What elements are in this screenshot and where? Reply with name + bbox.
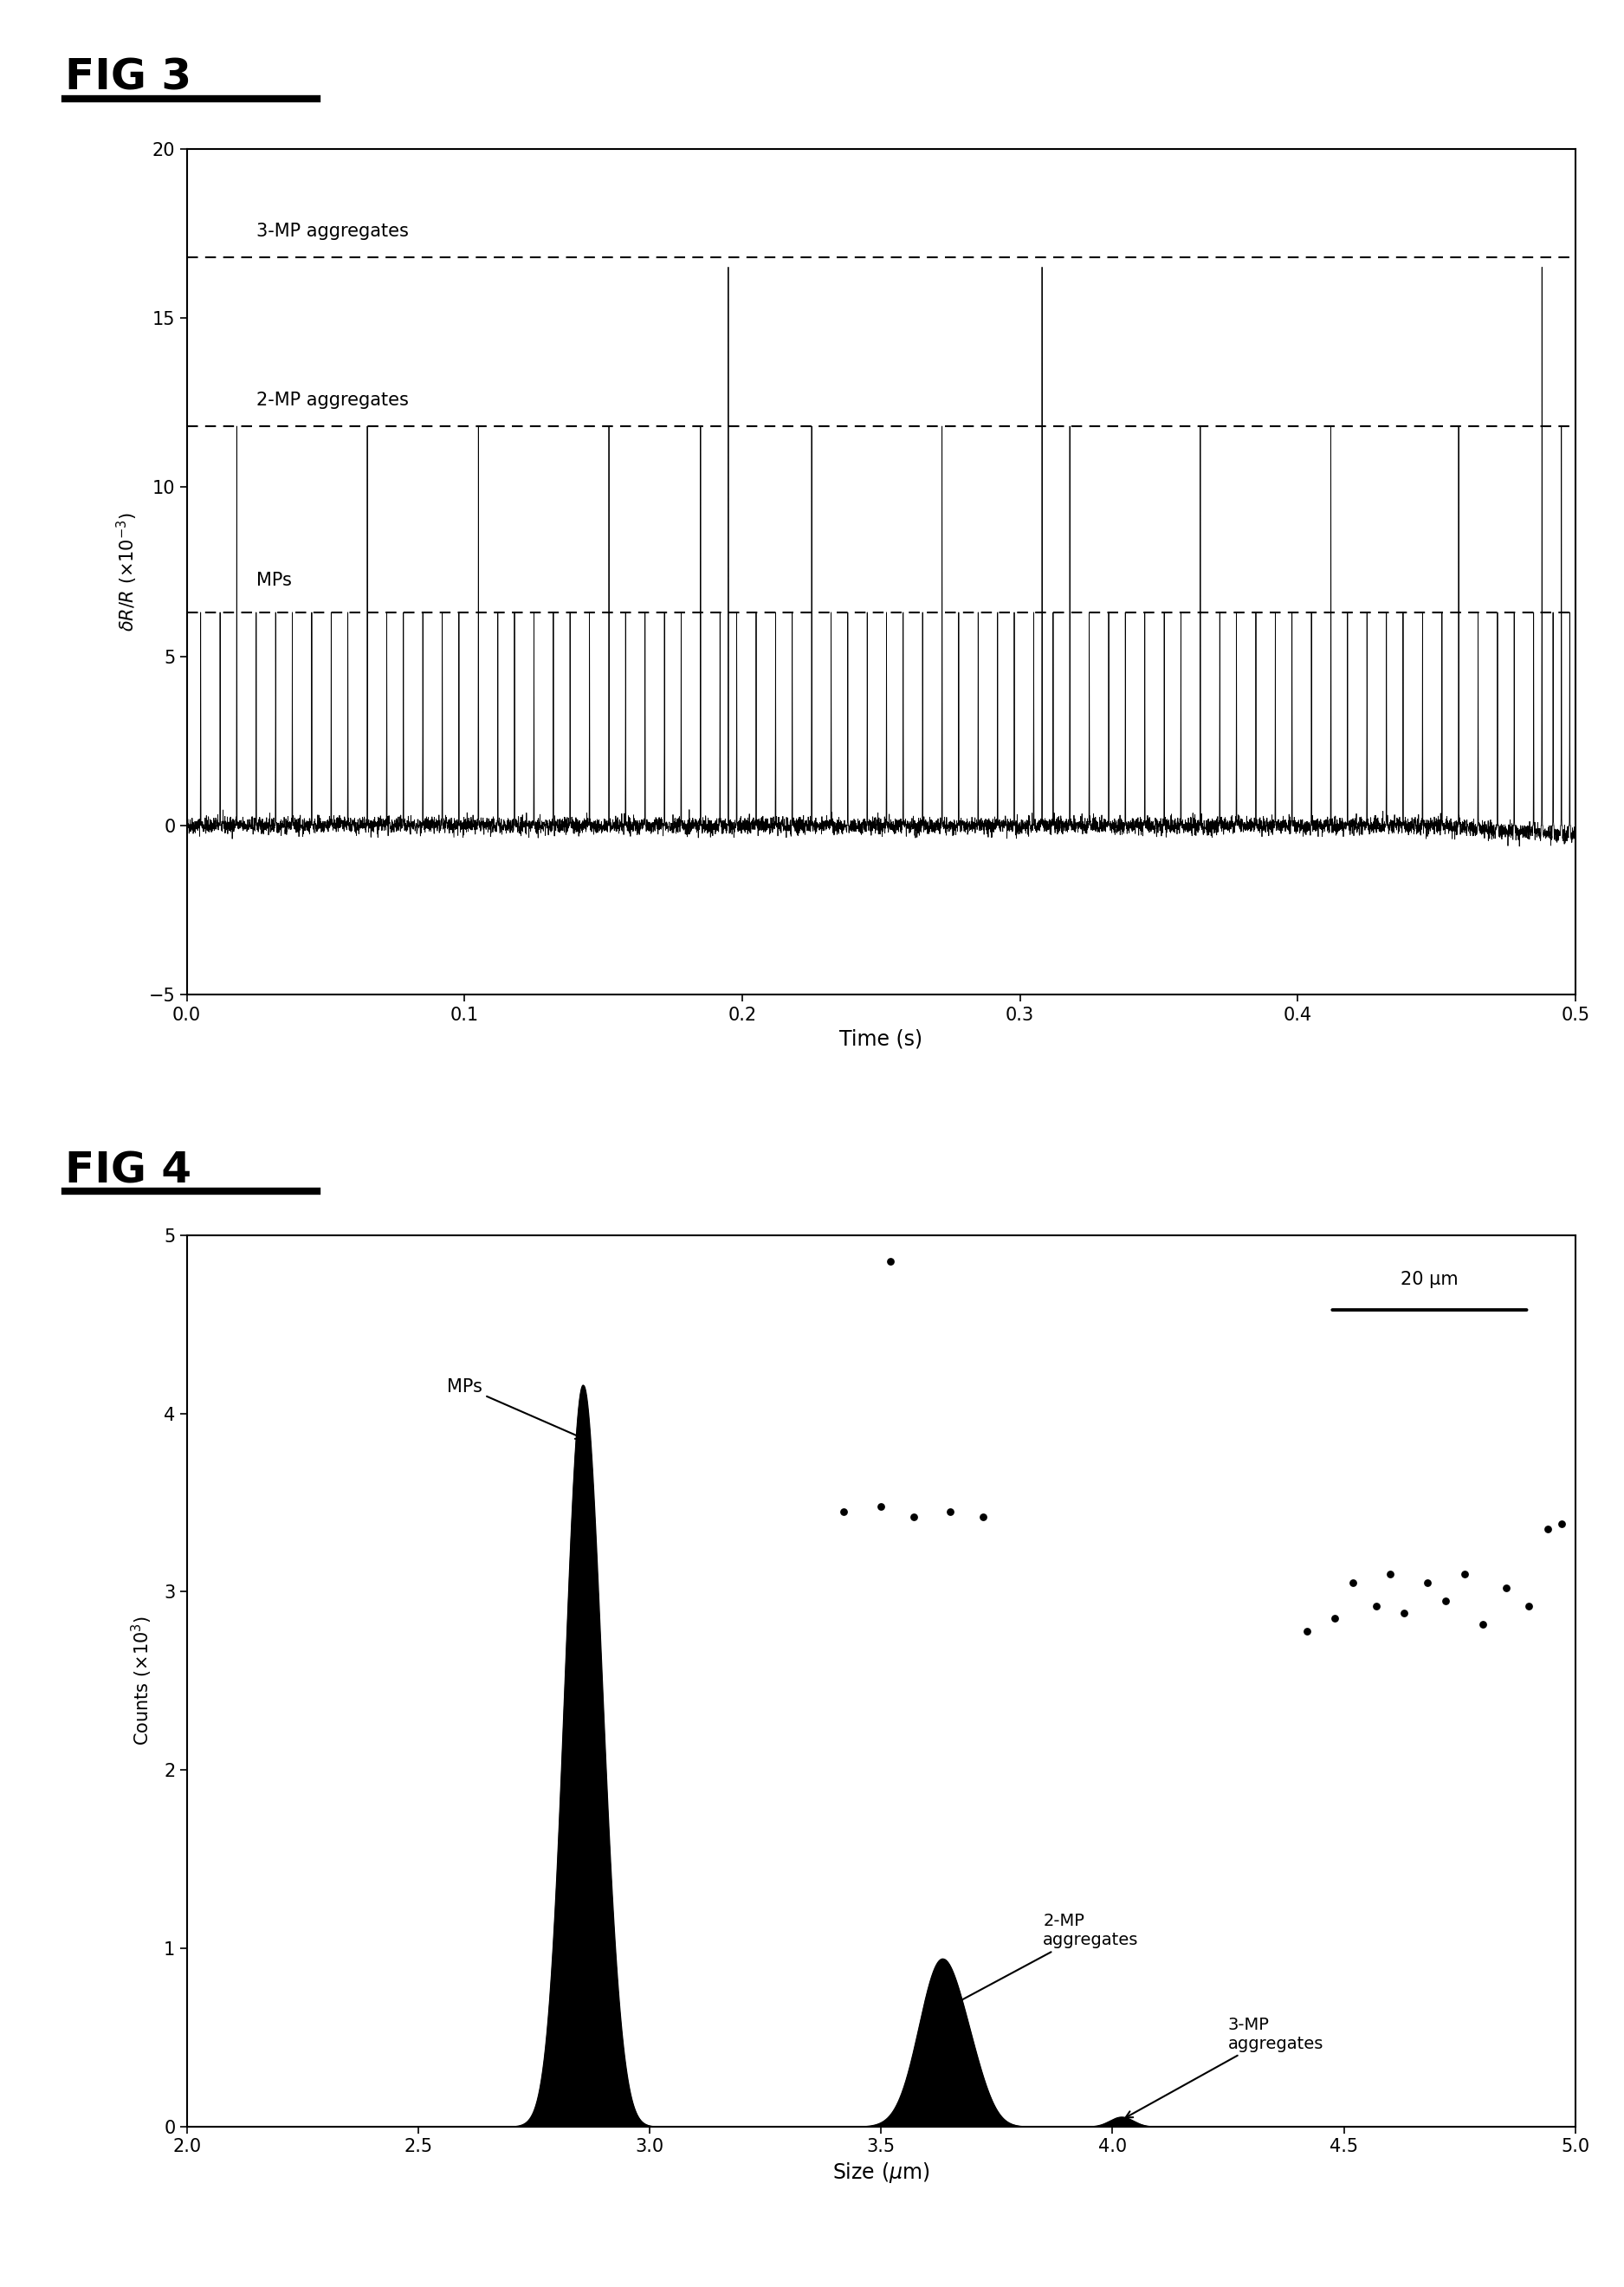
Point: [900, 1498, 926, 1535]
Point: [1322, 1601, 1348, 1637]
Point: [867, 1489, 893, 1525]
Point: [1548, 1505, 1574, 1541]
Point: [970, 1498, 996, 1535]
Text: FIG 3: FIG 3: [65, 57, 192, 98]
Text: 2-MP aggregates: 2-MP aggregates: [257, 391, 409, 409]
Y-axis label: Counts ($\times 10^{3}$): Counts ($\times 10^{3}$): [130, 1617, 154, 1745]
Text: 2-MP
aggregates: 2-MP aggregates: [945, 1912, 1138, 2008]
X-axis label: Size ($\mu$m): Size ($\mu$m): [833, 2161, 929, 2184]
Text: 20 μm: 20 μm: [1400, 1272, 1458, 1288]
Point: [1492, 1569, 1518, 1605]
Point: [831, 1493, 857, 1530]
Text: 3-MP
aggregates: 3-MP aggregates: [1125, 2017, 1324, 2118]
X-axis label: Time (s): Time (s): [840, 1029, 922, 1050]
Point: [937, 1493, 963, 1530]
Point: [1415, 1564, 1440, 1601]
Point: [877, 1244, 903, 1281]
Point: [1294, 1612, 1320, 1649]
Y-axis label: $\delta R/R$ ($\times 10^{-3}$): $\delta R/R$ ($\times 10^{-3}$): [115, 512, 140, 631]
Text: MPs: MPs: [257, 572, 292, 588]
Point: [1377, 1555, 1403, 1592]
Point: [1452, 1555, 1478, 1592]
Point: [1392, 1594, 1418, 1631]
Text: FIG 4: FIG 4: [65, 1150, 192, 1192]
Point: [1340, 1564, 1366, 1601]
Point: [1363, 1587, 1389, 1624]
Text: 3-MP aggregates: 3-MP aggregates: [257, 222, 409, 240]
Point: [1535, 1512, 1561, 1548]
Point: [1517, 1587, 1543, 1624]
Text: MPs: MPs: [447, 1379, 583, 1439]
Point: [1470, 1605, 1496, 1642]
Point: [1432, 1583, 1458, 1619]
